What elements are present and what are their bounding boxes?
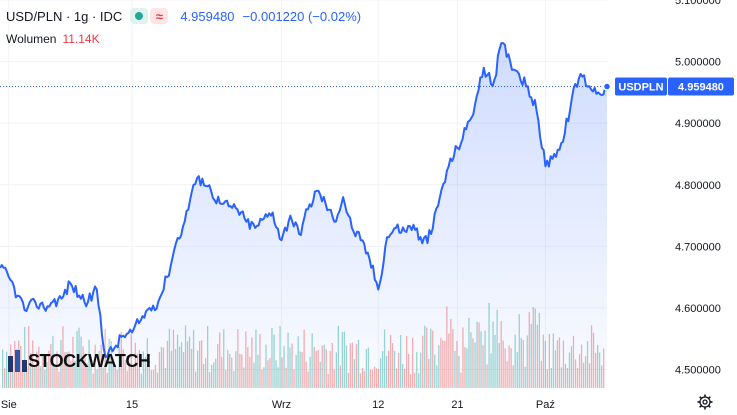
price-tag-symbol: USDPLN (618, 82, 663, 94)
status-dots: ≈ (130, 8, 169, 24)
y-tick-label: 4.500000 (675, 365, 721, 377)
y-tick-label: 4.800000 (675, 180, 721, 192)
price-line[interactable] (0, 42, 608, 359)
volume-label[interactable]: Wolumen (6, 32, 57, 46)
x-tick-label: Wrz (272, 399, 291, 411)
x-tick-label: 12 (372, 399, 384, 411)
price-tag[interactable]: USDPLN 4.959480 (615, 77, 734, 96)
y-tick-label: 4.900000 (675, 118, 721, 130)
x-tick-label: Sie (1, 399, 17, 411)
price-line-layer (0, 42, 612, 359)
watermark-bars-icon (8, 350, 27, 372)
axes: 5.100000 5.000000 4.900000 4.800000 4.700000… (1, 0, 721, 411)
price-area-fill (0, 43, 607, 388)
settings-gear-icon[interactable] (697, 394, 713, 410)
y-tick-label: 5.100000 (675, 0, 721, 7)
price-area (0, 43, 607, 388)
price-change: −0.001220 (−0.02%) (242, 8, 362, 24)
last-price-marker (602, 82, 612, 91)
data-delay-icon[interactable]: ≈ (150, 8, 169, 24)
last-price: 4.959480 (180, 8, 235, 24)
y-tick-label: 4.700000 (675, 241, 721, 253)
symbol-title[interactable]: USD/PLN · 1g · IDC (6, 8, 123, 24)
chart-header: USD/PLN · 1g · IDC ≈ 4.959480 −0.001220 … (6, 8, 361, 24)
volume-value: 11.14K (62, 32, 100, 46)
x-tick-label: 21 (451, 399, 463, 411)
watermark-text: STOCKWATCH (28, 350, 151, 371)
volume-legend: Wolumen 11.14K (6, 32, 100, 46)
x-tick-label: Paź (536, 399, 555, 411)
y-tick-label: 5.000000 (675, 57, 721, 69)
price-tag-value-bg (668, 77, 734, 96)
price-tag-value: 4.959480 (678, 82, 724, 94)
price-tag-symbol-bg (615, 77, 667, 96)
market-status-icon[interactable] (130, 8, 149, 24)
y-tick-label: 4.600000 (675, 303, 721, 315)
watermark-logo: STOCKWATCH (8, 350, 151, 372)
x-tick-label: 15 (126, 399, 138, 411)
